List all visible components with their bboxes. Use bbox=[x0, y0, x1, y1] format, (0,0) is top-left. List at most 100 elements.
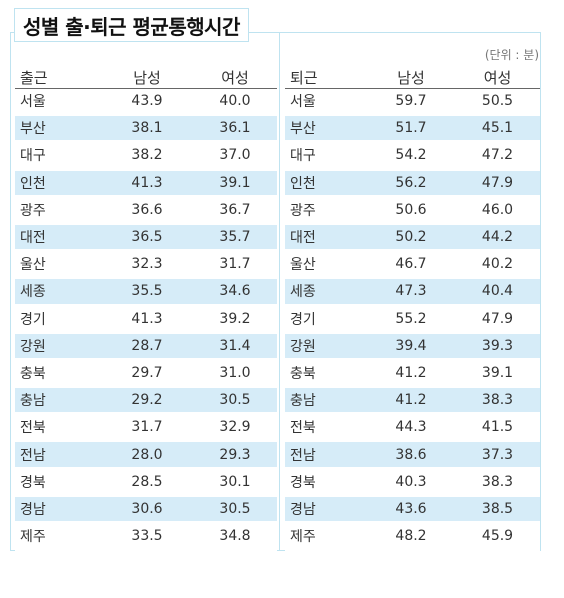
region-cell: 경북 bbox=[15, 468, 101, 497]
column-divider bbox=[279, 32, 280, 551]
table-header-row: 퇴근 남성 여성 bbox=[285, 66, 540, 89]
male-value-cell: 32.3 bbox=[101, 250, 193, 280]
female-value-cell: 40.2 bbox=[455, 250, 540, 280]
female-value-cell: 40.0 bbox=[193, 88, 277, 117]
male-value-cell: 56.2 bbox=[367, 169, 455, 198]
female-value-cell: 32.9 bbox=[193, 413, 277, 443]
female-value-cell: 47.9 bbox=[455, 305, 540, 334]
male-value-cell: 33.5 bbox=[101, 522, 193, 552]
region-cell: 충북 bbox=[15, 359, 101, 389]
table-row: 전북 44.3 41.5 bbox=[285, 413, 540, 443]
male-value-cell: 31.7 bbox=[101, 413, 193, 443]
region-cell: 울산 bbox=[15, 250, 101, 280]
male-value-cell: 50.2 bbox=[367, 223, 455, 253]
male-value-cell: 28.7 bbox=[101, 332, 193, 361]
male-value-cell: 44.3 bbox=[367, 413, 455, 443]
male-value-cell: 29.7 bbox=[101, 359, 193, 389]
region-cell: 전북 bbox=[15, 413, 101, 443]
male-value-cell: 39.4 bbox=[367, 332, 455, 361]
table-row: 강원 39.4 39.3 bbox=[285, 332, 540, 361]
unit-label: (단위 : 분) bbox=[484, 48, 539, 62]
region-cell: 경기 bbox=[15, 305, 101, 334]
table-row: 경북 28.5 30.1 bbox=[15, 468, 277, 497]
male-value-cell: 41.3 bbox=[101, 169, 193, 198]
region-cell: 대전 bbox=[285, 223, 367, 253]
region-cell: 인천 bbox=[15, 169, 101, 198]
table-row: 경남 30.6 30.5 bbox=[15, 495, 277, 525]
region-cell: 전남 bbox=[15, 440, 101, 470]
table-row: 세종 47.3 40.4 bbox=[285, 277, 540, 307]
region-cell: 부산 bbox=[285, 114, 367, 144]
female-value-cell: 45.9 bbox=[455, 522, 540, 552]
table-frame bbox=[10, 32, 541, 551]
female-value-cell: 37.0 bbox=[193, 141, 277, 171]
male-value-cell: 54.2 bbox=[367, 141, 455, 171]
male-value-cell: 43.6 bbox=[367, 495, 455, 525]
female-value-cell: 34.8 bbox=[193, 522, 277, 552]
table-row: 대전 50.2 44.2 bbox=[285, 223, 540, 253]
region-cell: 세종 bbox=[15, 277, 101, 307]
female-value-cell: 50.5 bbox=[455, 88, 540, 117]
female-value-cell: 47.2 bbox=[455, 141, 540, 171]
table-row: 광주 36.6 36.7 bbox=[15, 196, 277, 225]
table-row: 울산 46.7 40.2 bbox=[285, 250, 540, 280]
female-value-cell: 36.7 bbox=[193, 196, 277, 225]
female-value-cell: 39.1 bbox=[193, 169, 277, 198]
female-value-cell: 45.1 bbox=[455, 114, 540, 144]
table-row: 광주 50.6 46.0 bbox=[285, 196, 540, 225]
table-row: 경기 41.3 39.2 bbox=[15, 305, 277, 334]
male-value-cell: 28.0 bbox=[101, 440, 193, 470]
column-header-region: 출근 bbox=[15, 66, 101, 89]
male-value-cell: 35.5 bbox=[101, 277, 193, 307]
column-header-male: 남성 bbox=[367, 66, 455, 89]
table-row: 인천 41.3 39.1 bbox=[15, 169, 277, 198]
table-row: 경기 55.2 47.9 bbox=[285, 305, 540, 334]
female-value-cell: 38.3 bbox=[455, 468, 540, 497]
male-value-cell: 38.2 bbox=[101, 141, 193, 171]
female-value-cell: 29.3 bbox=[193, 440, 277, 470]
male-value-cell: 28.5 bbox=[101, 468, 193, 497]
region-cell: 대전 bbox=[15, 223, 101, 253]
region-cell: 세종 bbox=[285, 277, 367, 307]
region-cell: 울산 bbox=[285, 250, 367, 280]
female-value-cell: 30.1 bbox=[193, 468, 277, 497]
table-row: 서울 59.7 50.5 bbox=[285, 88, 540, 117]
female-value-cell: 39.2 bbox=[193, 305, 277, 334]
male-value-cell: 46.7 bbox=[367, 250, 455, 280]
female-value-cell: 36.1 bbox=[193, 114, 277, 144]
region-cell: 광주 bbox=[285, 196, 367, 225]
table-row: 제주 48.2 45.9 bbox=[285, 522, 540, 552]
male-value-cell: 48.2 bbox=[367, 522, 455, 552]
female-value-cell: 39.3 bbox=[455, 332, 540, 361]
female-value-cell: 35.7 bbox=[193, 223, 277, 253]
table-row: 인천 56.2 47.9 bbox=[285, 169, 540, 198]
region-cell: 서울 bbox=[15, 88, 101, 117]
region-cell: 충남 bbox=[15, 386, 101, 416]
region-cell: 강원 bbox=[15, 332, 101, 361]
region-cell: 전남 bbox=[285, 440, 367, 470]
table-row: 강원 28.7 31.4 bbox=[15, 332, 277, 361]
table-row: 대구 54.2 47.2 bbox=[285, 141, 540, 171]
table-row: 부산 38.1 36.1 bbox=[15, 114, 277, 144]
table-row: 서울 43.9 40.0 bbox=[15, 88, 277, 117]
table-row: 경북 40.3 38.3 bbox=[285, 468, 540, 497]
male-value-cell: 36.6 bbox=[101, 196, 193, 225]
female-value-cell: 37.3 bbox=[455, 440, 540, 470]
table-row: 세종 35.5 34.6 bbox=[15, 277, 277, 307]
table-row: 충남 41.2 38.3 bbox=[285, 386, 540, 416]
female-value-cell: 34.6 bbox=[193, 277, 277, 307]
column-header-male: 남성 bbox=[101, 66, 193, 89]
region-cell: 충남 bbox=[285, 386, 367, 416]
region-cell: 경기 bbox=[285, 305, 367, 334]
male-value-cell: 40.3 bbox=[367, 468, 455, 497]
column-header-female: 여성 bbox=[455, 66, 540, 89]
table-row: 충북 29.7 31.0 bbox=[15, 359, 277, 389]
column-header-female: 여성 bbox=[193, 66, 277, 89]
female-value-cell: 44.2 bbox=[455, 223, 540, 253]
table-row: 대구 38.2 37.0 bbox=[15, 141, 277, 171]
female-value-cell: 40.4 bbox=[455, 277, 540, 307]
table-row: 경남 43.6 38.5 bbox=[285, 495, 540, 525]
region-cell: 전북 bbox=[285, 413, 367, 443]
commute-from-work-table: 퇴근 남성 여성 서울 59.7 50.5 부산 51.7 45.1 대구 54.2 47.2 인… bbox=[285, 66, 540, 552]
female-value-cell: 31.0 bbox=[193, 359, 277, 389]
